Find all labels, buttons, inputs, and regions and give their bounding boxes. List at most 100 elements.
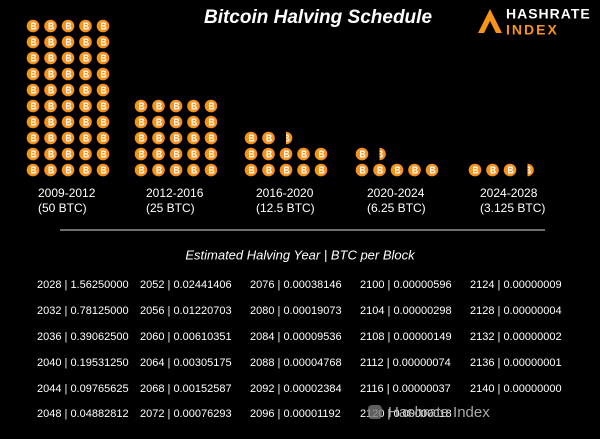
table-cell: 2112 | 0.00000074 (360, 357, 451, 369)
coin (134, 147, 148, 161)
coin (44, 99, 57, 113)
coin-symbol (139, 134, 145, 142)
coin-symbol (319, 166, 325, 174)
coin-symbol (490, 166, 496, 174)
coin-symbol (360, 150, 366, 158)
coin-symbol (174, 150, 180, 158)
coin-symbol (266, 166, 272, 174)
coin-stack (134, 99, 218, 177)
coin (96, 99, 110, 113)
coin-symbol (66, 38, 72, 46)
coin (379, 147, 386, 161)
coin (44, 51, 57, 65)
coin-symbol (48, 86, 54, 94)
coin (187, 99, 200, 113)
coin (96, 115, 110, 129)
table-cell: 2072 | 0.00076293 (140, 408, 232, 420)
value-label: (3.125 BTC) (480, 201, 545, 215)
coin-symbol (83, 102, 89, 110)
table-cell: 2056 | 0.01220703 (140, 305, 232, 317)
coin-symbol (66, 102, 72, 110)
coin (79, 99, 92, 113)
coin-symbol (31, 102, 37, 110)
coin-symbol (48, 166, 54, 174)
coin (355, 147, 369, 161)
coin-symbol (48, 22, 54, 30)
coin-symbol (301, 166, 307, 174)
coin-symbol (48, 38, 54, 46)
table-cell: 2052 | 0.02441406 (140, 279, 232, 291)
coin-stack (244, 131, 328, 177)
coin (279, 163, 293, 177)
coin (96, 147, 110, 161)
coin (96, 51, 110, 65)
coin-symbol (83, 54, 89, 62)
coin-symbol (48, 102, 54, 110)
coin (26, 35, 40, 49)
value-label: (6.25 BTC) (367, 201, 426, 215)
period-label: 2020-2024 (367, 186, 425, 200)
coin-symbol (101, 166, 107, 174)
coin-symbol (31, 54, 37, 62)
brand-line1: HASHRATE (506, 6, 591, 22)
coin-symbol (249, 150, 255, 158)
coin (79, 131, 92, 145)
coin-symbol (31, 86, 37, 94)
coin (244, 147, 258, 161)
coin-symbol (156, 150, 162, 158)
coin-symbol (301, 150, 307, 158)
table-cell: 2076 | 0.00038146 (250, 279, 342, 291)
table-cell: 2132 | 0.00000002 (470, 331, 562, 343)
coin (390, 163, 404, 177)
table-cell: 2080 | 0.00019073 (250, 305, 342, 317)
coin-symbol (66, 70, 72, 78)
coin (44, 83, 57, 97)
value-label: (25 BTC) (146, 201, 195, 215)
coin (61, 147, 75, 161)
coin (169, 115, 183, 129)
chart-title: Bitcoin Halving Schedule (204, 7, 432, 28)
coin (408, 163, 421, 177)
coin-symbol (31, 70, 37, 78)
coin-symbol (31, 134, 37, 142)
coin (279, 147, 293, 161)
coin-symbol (31, 166, 37, 174)
coin (44, 35, 57, 49)
coin (44, 115, 57, 129)
coin (373, 163, 386, 177)
coin-symbol (209, 118, 215, 126)
coin (187, 163, 200, 177)
brand-logo (478, 9, 502, 33)
coin-symbol (66, 150, 72, 158)
coin-symbol (209, 166, 215, 174)
coin-stack (26, 19, 110, 177)
coin-symbol (319, 150, 325, 158)
period-label: 2024-2028 (480, 186, 538, 200)
coin (169, 131, 183, 145)
coin (61, 19, 75, 33)
coin-symbol (191, 166, 197, 174)
coin-symbol (379, 150, 383, 158)
coin-symbol (174, 118, 180, 126)
table-cell: 2028 | 1.56250000 (37, 279, 129, 291)
coin-symbol (174, 102, 180, 110)
table-cell: 2140 | 0.00000000 (470, 383, 562, 395)
coin (152, 115, 165, 129)
coin (297, 163, 310, 177)
table-cell: 2084 | 0.00009536 (250, 331, 342, 343)
period-label: 2012-2016 (146, 186, 204, 200)
coin-symbol (473, 166, 479, 174)
coin (425, 163, 439, 177)
coin (61, 51, 75, 65)
coin (26, 163, 40, 177)
coin (61, 115, 75, 129)
table-cell: 2060 | 0.00610351 (140, 331, 232, 343)
coin-symbol (156, 166, 162, 174)
coin-symbol (191, 150, 197, 158)
coin-symbol (83, 118, 89, 126)
coin (468, 163, 482, 177)
table-cell: 2092 | 0.00002384 (250, 383, 342, 395)
coin-symbol (101, 22, 107, 30)
coin (61, 67, 75, 81)
